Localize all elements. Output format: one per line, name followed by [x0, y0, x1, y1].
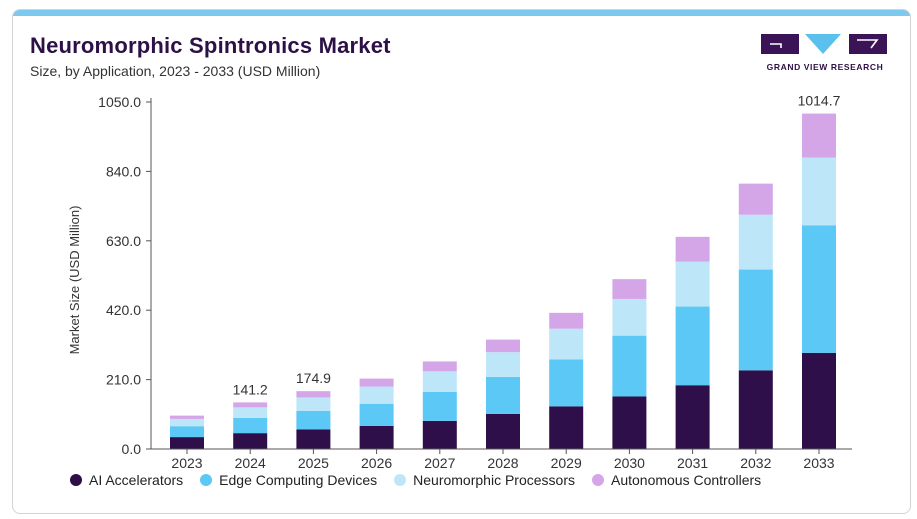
bar-ai-accelerators-2024	[233, 433, 268, 449]
x-tick-label: 2032	[740, 455, 771, 471]
bar-edge-computing-devices-2023	[170, 426, 204, 438]
bar-neuromorphic-processors-2028	[486, 352, 520, 377]
bars	[170, 113, 836, 449]
bar-ai-accelerators-2030	[612, 396, 647, 449]
legend-label: Autonomous Controllers	[610, 472, 762, 488]
bar-edge-computing-devices-2031	[675, 306, 710, 386]
bar-ai-accelerators-2026	[359, 425, 394, 449]
bar-edge-computing-devices-2027	[422, 391, 457, 421]
bar-total-label: 141.2	[233, 381, 268, 397]
legend-label: Edge Computing Devices	[219, 472, 378, 488]
data-labels: 141.2 174.9 1014.7	[233, 93, 841, 398]
bar-neuromorphic-processors-2029	[549, 328, 584, 360]
bar-ai-accelerators-2025	[296, 429, 331, 449]
legend-swatch	[70, 474, 82, 486]
bar-autonomous-controllers-2023	[170, 415, 204, 419]
legend-swatch	[200, 474, 213, 486]
bar-autonomous-controllers-2029	[549, 312, 584, 329]
y-tick-label: 840.0	[106, 163, 141, 179]
x-tick-label: 2027	[424, 455, 455, 471]
bar-edge-computing-devices-2025	[296, 410, 331, 430]
legend-item-edge-computing-devices: Edge Computing Devices	[200, 472, 377, 488]
legend-label: AI Accelerators	[89, 472, 184, 488]
x-axis: 2023 2024 2025 2026 2027 2028 2029 2030 2031 2032…	[151, 448, 852, 471]
page-title: Neuromorphic Spintronics Market	[30, 33, 391, 58]
logo-text: GRAND VIEW RESEARCH	[766, 62, 884, 72]
bar-autonomous-controllers-2027	[422, 361, 457, 372]
y-tick-label: 1050.0	[98, 94, 141, 110]
x-tick-label: 2025	[298, 455, 329, 471]
y-axis-label: Market Size (USD Million)	[67, 206, 82, 355]
bar-total-label: 174.9	[296, 370, 331, 386]
bar-neuromorphic-processors-2025	[296, 397, 331, 411]
bar-autonomous-controllers-2024	[233, 402, 268, 408]
bar-ai-accelerators-2033	[802, 352, 836, 449]
legend-item-ai-accelerators: AI Accelerators	[70, 472, 183, 488]
y-tick-label: 0.0	[122, 441, 142, 457]
x-tick-label: 2028	[487, 455, 518, 471]
bar-total-label: 1014.7	[798, 93, 841, 109]
grand-view-research-logo: GRAND VIEW RESEARCH	[761, 34, 889, 80]
bar-ai-accelerators-2028	[486, 413, 520, 449]
y-axis: 0.0 210.0 420.0 630.0 840.0 1050.0	[98, 94, 152, 457]
legend-swatch	[394, 474, 407, 486]
legend-item-autonomous-controllers: Autonomous Controllers	[591, 472, 762, 488]
top-accent-bar	[13, 10, 910, 16]
bar-neuromorphic-processors-2023	[170, 418, 204, 427]
y-tick-label: 630.0	[106, 233, 141, 249]
bar-edge-computing-devices-2029	[549, 359, 584, 407]
logo-mark-icon	[761, 34, 887, 54]
bar-edge-computing-devices-2032	[738, 269, 773, 371]
bar-autonomous-controllers-2026	[359, 378, 394, 387]
bar-edge-computing-devices-2024	[233, 417, 268, 434]
bar-neuromorphic-processors-2032	[738, 214, 773, 270]
x-tick-label: 2029	[551, 455, 582, 471]
bar-edge-computing-devices-2028	[486, 376, 520, 414]
bar-ai-accelerators-2023	[170, 437, 204, 449]
y-tick-label: 420.0	[106, 302, 141, 318]
y-tick-label: 210.0	[106, 372, 141, 388]
bar-ai-accelerators-2027	[422, 420, 457, 449]
bar-neuromorphic-processors-2026	[359, 386, 394, 404]
bar-autonomous-controllers-2028	[486, 339, 520, 353]
bar-ai-accelerators-2029	[549, 406, 584, 449]
bar-edge-computing-devices-2030	[612, 335, 647, 397]
x-tick-label: 2030	[614, 455, 645, 471]
bar-autonomous-controllers-2033	[802, 113, 836, 158]
bar-autonomous-controllers-2025	[296, 391, 331, 398]
legend-item-neuromorphic-processors: Neuromorphic Processors	[394, 472, 575, 488]
legend-label: Neuromorphic Processors	[413, 472, 575, 488]
x-tick-label: 2026	[361, 455, 392, 471]
bar-autonomous-controllers-2032	[738, 183, 773, 215]
bar-neuromorphic-processors-2027	[422, 371, 457, 392]
bar-neuromorphic-processors-2031	[675, 261, 710, 307]
bar-ai-accelerators-2032	[738, 370, 773, 449]
bar-neuromorphic-processors-2024	[233, 407, 268, 418]
x-tick-label: 2033	[803, 455, 834, 471]
bar-autonomous-controllers-2031	[675, 236, 710, 262]
x-tick-label: 2031	[677, 455, 708, 471]
page-subtitle: Size, by Application, 2023 - 2033 (USD M…	[30, 63, 321, 79]
bar-neuromorphic-processors-2030	[612, 298, 647, 336]
x-tick-label: 2023	[171, 455, 202, 471]
bar-edge-computing-devices-2033	[802, 225, 836, 353]
bar-edge-computing-devices-2026	[359, 403, 394, 426]
bar-ai-accelerators-2031	[675, 385, 710, 449]
legend-swatch	[591, 474, 604, 486]
bar-autonomous-controllers-2030	[612, 279, 647, 299]
x-tick-label: 2024	[235, 455, 266, 471]
chart-legend: AI Accelerators Edge Computing Devices Neu…	[70, 472, 778, 488]
bar-neuromorphic-processors-2033	[802, 157, 836, 226]
